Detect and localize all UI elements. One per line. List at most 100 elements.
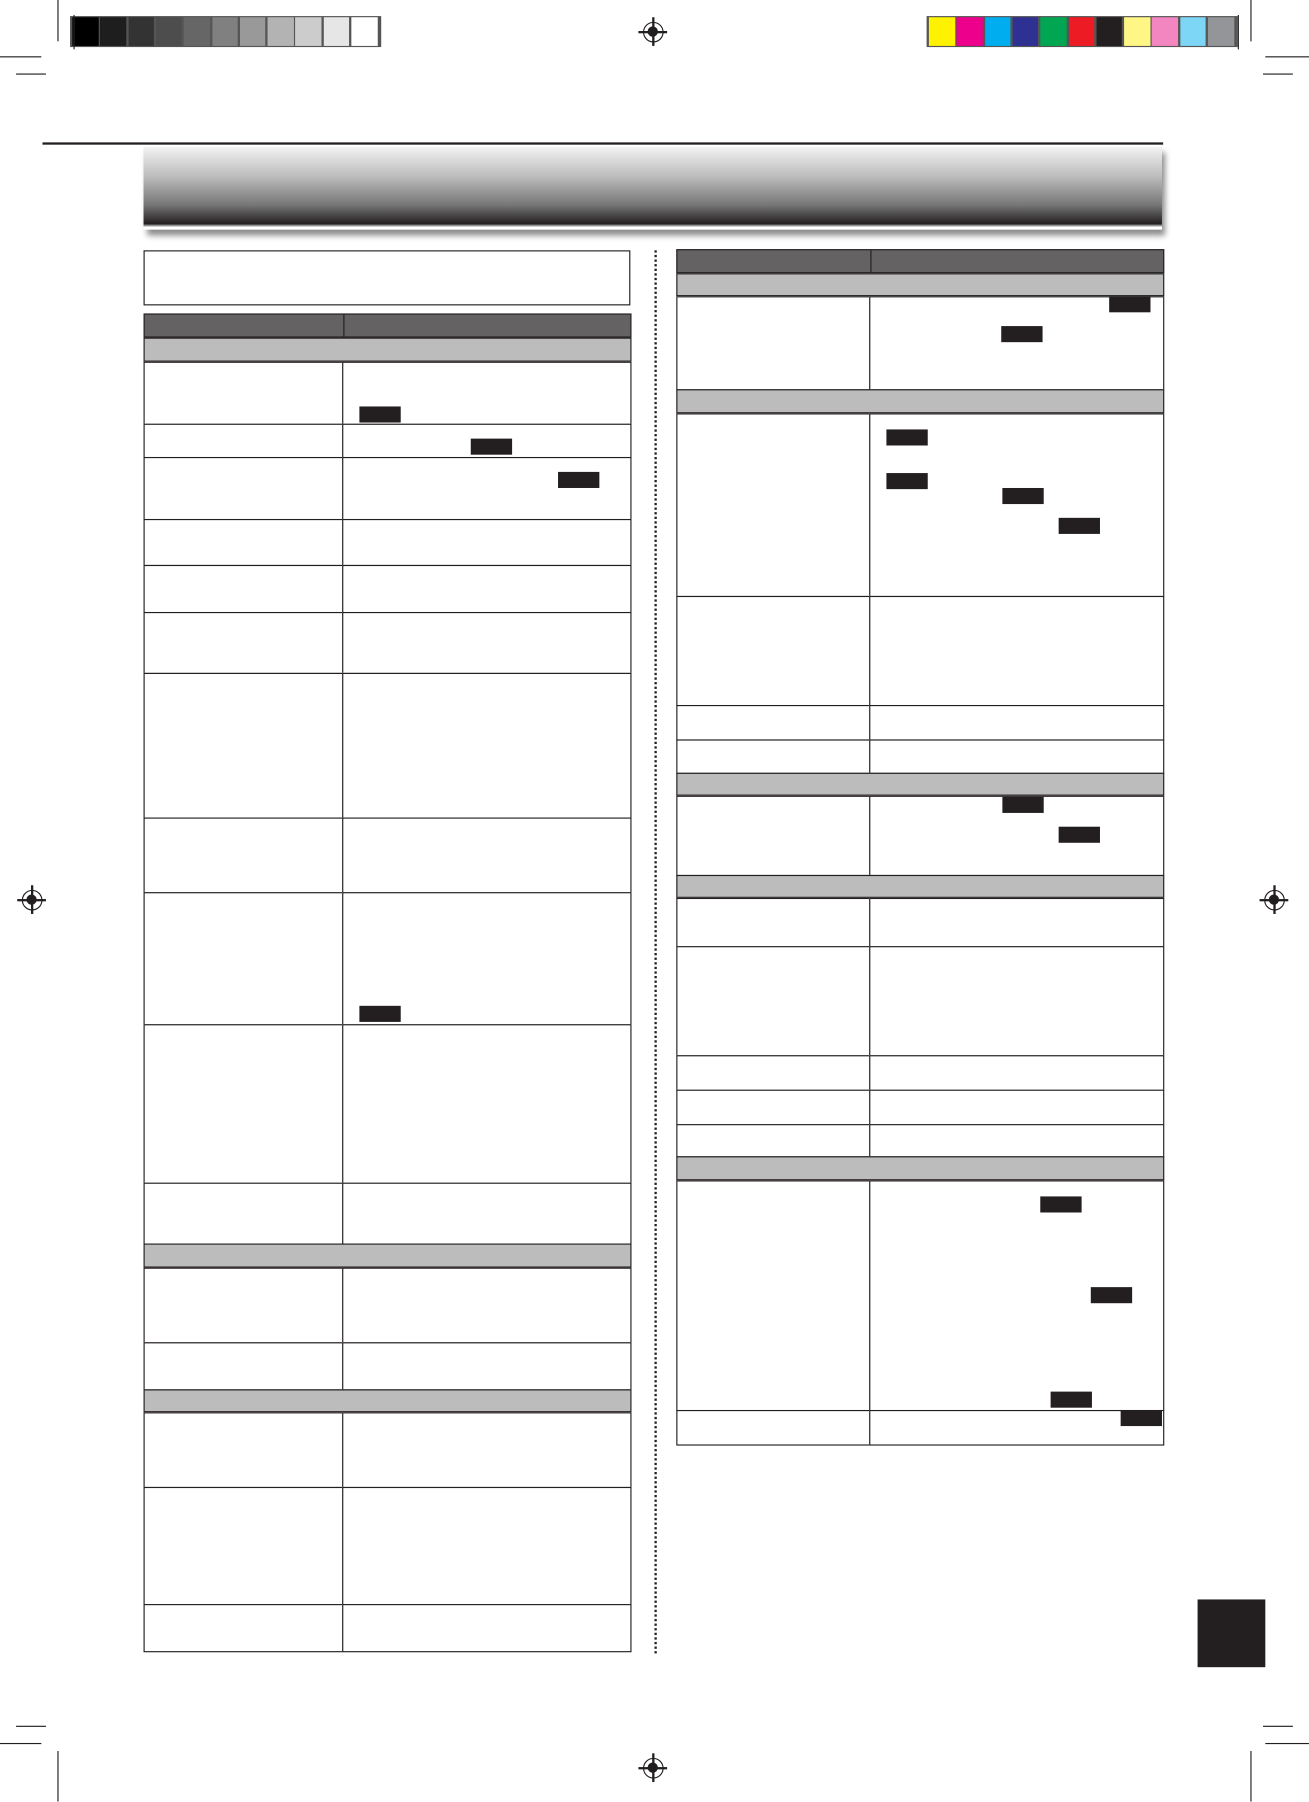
gray-patch: [351, 17, 378, 46]
section-row: [676, 772, 1165, 796]
table-cell-label: [676, 296, 871, 391]
table-cell-label: [676, 1180, 871, 1412]
color-patch: [1040, 17, 1067, 46]
top-rule: [42, 142, 1164, 145]
table-cell-label: [143, 611, 344, 674]
table-header-row: [676, 249, 1165, 274]
gray-patch: [183, 17, 210, 46]
table-cell-label: [676, 1055, 871, 1091]
table-cell-value: [342, 1486, 632, 1606]
button-label-tag: [1040, 1196, 1082, 1213]
gray-patch: [211, 17, 238, 46]
gray-patch: [323, 17, 350, 46]
color-patch: [1207, 17, 1234, 46]
section-row: [676, 1156, 1165, 1181]
gray-patch: [100, 17, 127, 46]
table-cell-value: [342, 892, 632, 1026]
registration-mark-line: [31, 885, 33, 914]
title-banner: [143, 146, 1162, 230]
registration-mark-line: [652, 17, 654, 46]
button-label-tag: [1058, 826, 1100, 843]
section-row: [143, 337, 632, 362]
table-cell-label: [143, 1412, 344, 1489]
section-row: [143, 1389, 632, 1413]
table-cell-value: [342, 1024, 632, 1184]
crop-mark: [1237, 14, 1240, 50]
crop-mark: [1250, 0, 1252, 42]
table-cell-value: [342, 1182, 632, 1245]
table-cell-label: [676, 704, 871, 741]
table-cell-label: [676, 1089, 871, 1126]
registration-mark-line: [1273, 885, 1276, 914]
header-divider: [870, 250, 872, 273]
table-cell-value: [342, 1412, 632, 1489]
color-patch: [1179, 17, 1206, 46]
page-tab: [1197, 1599, 1266, 1668]
table-cell-label: [143, 1182, 344, 1245]
header-divider: [343, 314, 345, 337]
section-row: [676, 389, 1165, 414]
table-cell-value: [869, 704, 1165, 741]
button-label-tag: [1120, 1409, 1162, 1427]
table-cell-label: [676, 1124, 871, 1158]
table-cell-value: [342, 456, 632, 521]
button-label-tag: [1050, 1391, 1092, 1408]
gray-patch: [128, 17, 154, 46]
button-label-tag: [1002, 487, 1044, 505]
button-label-tag: [470, 438, 513, 455]
table-cell-label: [676, 413, 871, 598]
color-patch: [1096, 17, 1123, 46]
table-cell-label: [676, 739, 871, 774]
table-cell-label: [676, 595, 871, 707]
table-cell-label: [676, 795, 871, 877]
column-divider-dotted: [654, 250, 657, 1654]
section-row: [676, 273, 1165, 297]
crop-mark: [1250, 1751, 1252, 1802]
table-cell-value: [869, 897, 1165, 948]
registration-mark-line: [652, 1753, 654, 1783]
intro-note-box: [143, 250, 631, 306]
table-cell-label: [143, 564, 344, 614]
crop-mark: [73, 14, 75, 50]
table-cell-label: [676, 946, 871, 1057]
button-label-tag: [1058, 517, 1100, 534]
gray-patch: [239, 17, 266, 46]
table-cell-value: [342, 1604, 632, 1653]
button-label-tag: [558, 471, 600, 488]
table-cell-label: [143, 1604, 344, 1653]
crop-mark: [1263, 73, 1293, 75]
gray-patch: [156, 17, 182, 46]
table-cell-value: [342, 611, 632, 674]
gray-patch: [72, 17, 99, 46]
table-cell-label: [143, 1024, 344, 1184]
table-cell-value: [342, 1342, 632, 1391]
button-label-tag: [359, 1005, 401, 1022]
table-cell-value: [869, 1055, 1165, 1091]
table-cell-value: [342, 817, 632, 894]
table-cell-value: [342, 1267, 632, 1344]
table-cell-value: [342, 672, 632, 819]
crop-mark: [16, 73, 46, 75]
table-cell-value: [869, 1409, 1165, 1446]
crop-mark: [0, 56, 42, 58]
button-label-tag: [359, 406, 401, 423]
table-cell-label: [143, 892, 344, 1026]
section-row: [143, 1243, 632, 1268]
color-patch: [928, 17, 955, 46]
table-cell-label: [676, 897, 871, 948]
table-cell-value: [869, 946, 1165, 1057]
section-row: [676, 874, 1165, 898]
table-cell-label: [143, 456, 344, 521]
table-cell-value: [869, 739, 1165, 774]
table-cell-label: [143, 1267, 344, 1344]
button-label-tag: [886, 429, 928, 446]
gray-patch: [295, 17, 322, 46]
table-cell-label: [143, 672, 344, 819]
table-cell-label: [143, 423, 344, 459]
color-patch: [956, 17, 983, 46]
table-cell-label: [143, 817, 344, 894]
color-patch: [1152, 17, 1178, 46]
table-cell-value: [869, 595, 1165, 707]
table-cell-label: [143, 1342, 344, 1391]
